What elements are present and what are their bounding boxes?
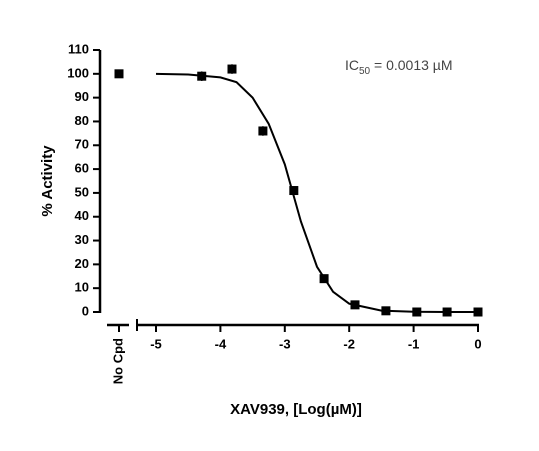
y-tick-label: 40 [75, 208, 89, 223]
x-tick-label: 0 [474, 336, 481, 351]
x-axis-label: XAV939, [Log(µM)] [230, 401, 362, 418]
y-axis-label: % Activity [39, 145, 56, 217]
y-tick-label: 100 [67, 65, 89, 80]
x-tick-label: -5 [150, 336, 162, 351]
y-tick-label: 80 [75, 113, 89, 128]
x-tick-label: -1 [408, 336, 420, 351]
x-tick-label: -4 [215, 336, 227, 351]
marker [442, 307, 452, 317]
marker [197, 71, 207, 81]
marker [227, 64, 237, 74]
ic50-prefix: IC [345, 57, 359, 73]
marker [319, 274, 329, 284]
y-tick-label: 0 [82, 303, 89, 318]
y-tick-label: 70 [75, 137, 89, 152]
ic50-subscript: 50 [359, 66, 371, 77]
marker [289, 186, 299, 196]
ic50-suffix: = 0.0013 µM [370, 57, 452, 73]
ic50-annotation: IC50 = 0.0013 µM [345, 57, 453, 77]
fit-curve [155, 72, 478, 313]
y-tick-label: 60 [75, 161, 89, 176]
marker [258, 126, 268, 136]
marker [381, 306, 391, 316]
y-tick-label: 20 [75, 256, 89, 271]
marker [114, 69, 124, 79]
x-tick-label: -3 [279, 336, 291, 351]
marker [473, 307, 483, 317]
y-tick-label: 50 [75, 184, 89, 199]
control-label: No Cpd [110, 338, 125, 384]
marker [350, 300, 360, 310]
y-tick-label: 110 [68, 41, 89, 56]
y-tick-label: 10 [75, 280, 89, 295]
y-tick-label: 90 [75, 89, 89, 104]
x-tick-label: -2 [343, 336, 355, 351]
y-tick-label: 30 [75, 232, 89, 247]
marker [412, 307, 422, 317]
